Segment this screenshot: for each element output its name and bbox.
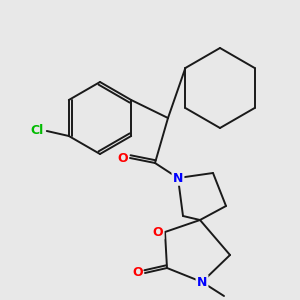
- Text: O: O: [153, 226, 163, 238]
- Text: O: O: [118, 152, 128, 164]
- Text: N: N: [197, 275, 207, 289]
- Text: Cl: Cl: [30, 124, 44, 137]
- Text: N: N: [173, 172, 183, 184]
- Text: O: O: [133, 266, 143, 280]
